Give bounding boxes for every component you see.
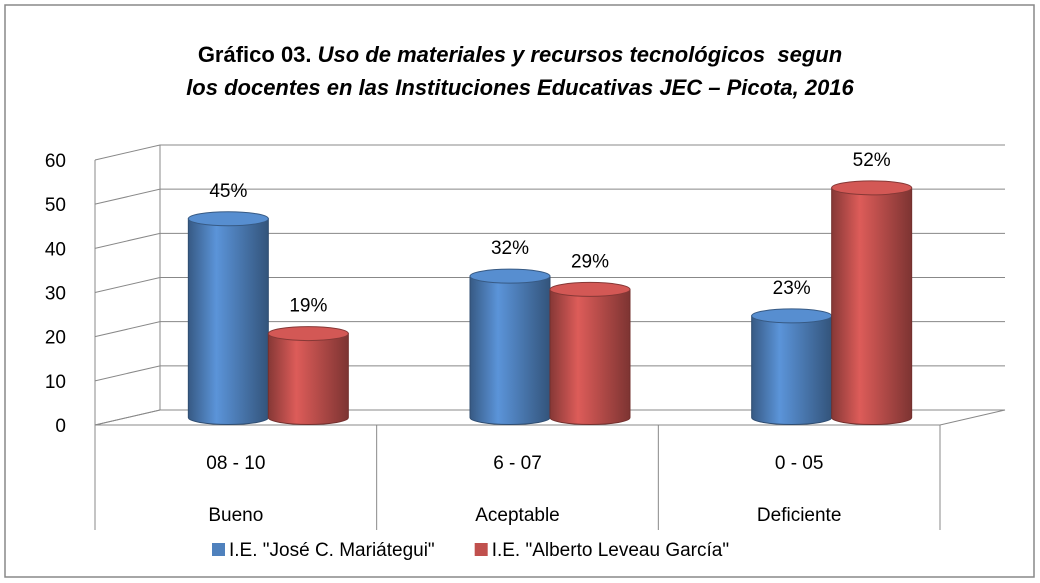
y-tick-label: 10 [45, 372, 66, 393]
chart-title: Uso de materiales y recursos tecnológico… [186, 42, 854, 100]
bar [831, 187, 913, 425]
y-tick-label: 30 [45, 284, 66, 305]
value-label: 52% [853, 150, 891, 171]
value-label: 19% [289, 296, 327, 317]
x-group-label: Deficiente [757, 505, 842, 526]
x-tick-label: 6 - 07 [493, 453, 542, 474]
bar [469, 275, 551, 425]
bar-top [831, 180, 913, 196]
grid-line [94, 232, 1005, 249]
value-label: 45% [209, 181, 247, 202]
x-group-label: Bueno [208, 505, 263, 526]
legend-swatch [474, 543, 488, 556]
bar [549, 288, 631, 425]
bar-top [469, 268, 551, 284]
bar-top [549, 281, 631, 297]
grid-line [94, 409, 1005, 426]
y-tick-label: 20 [45, 328, 66, 349]
legend-label: I.E. "José C. Mariátegui" [229, 540, 435, 561]
grid-line [94, 321, 1005, 338]
legend-label: I.E. "Alberto Leveau García" [492, 540, 729, 561]
bar-top [267, 326, 349, 342]
bar [187, 218, 269, 425]
y-tick-label: 40 [45, 239, 66, 260]
grid-line [94, 188, 1005, 205]
value-label: 23% [773, 278, 811, 299]
x-group-label: Aceptable [475, 505, 560, 526]
value-label: 29% [571, 251, 609, 272]
x-tick-label: 08 - 10 [206, 453, 265, 474]
y-tick-label: 50 [45, 195, 66, 216]
bar-top [187, 211, 269, 227]
value-label: 32% [491, 238, 529, 259]
grid-line [94, 277, 1005, 293]
grid-line [94, 144, 1005, 161]
chart-title-box: Gráfico 03. Uso de materiales y recursos… [180, 38, 860, 104]
chart-title-number: Gráfico 03. [197, 42, 312, 67]
bar-top [751, 308, 833, 324]
y-tick-label: 0 [55, 416, 66, 437]
bar [751, 315, 833, 425]
x-tick-label: 0 - 05 [775, 453, 824, 474]
grid-line [94, 365, 1005, 382]
legend-swatch [212, 543, 225, 556]
y-tick-label: 60 [45, 151, 66, 172]
bar [267, 333, 349, 425]
